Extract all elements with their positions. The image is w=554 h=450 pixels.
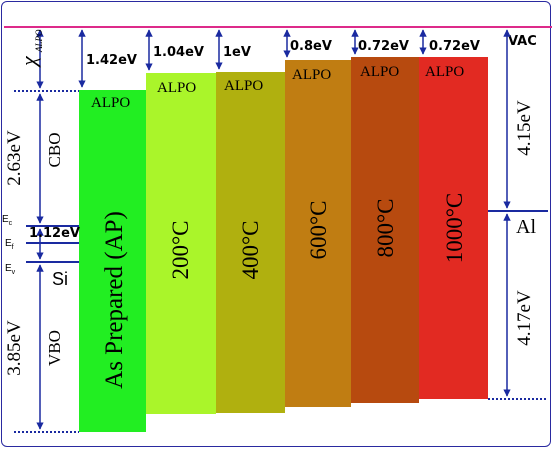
alpo-label-800c: ALPO	[360, 64, 399, 80]
offset-label-400c: 1eV	[223, 45, 251, 60]
alpo-label-600c: ALPO	[292, 67, 331, 83]
band-800c	[351, 57, 419, 403]
al-lower-value: 4.17eV	[514, 290, 535, 346]
offset-label-200c: 1.04eV	[153, 45, 204, 60]
sample-name-1000c: 1000°C	[442, 193, 467, 264]
alpo-label-200c: ALPO	[157, 80, 196, 96]
ec-label: Ec	[2, 214, 13, 227]
band-600c	[285, 60, 351, 407]
offset-label-600c: 0.8eV	[290, 39, 332, 54]
cbo-value-label: 2.63eV	[4, 130, 25, 186]
sample-name-400c: 400°C	[238, 220, 263, 279]
chi-symbol: χ	[16, 55, 41, 68]
chi-label: χ ALPO	[16, 29, 44, 68]
sample-name-ap: As Prepared (AP)	[101, 211, 128, 389]
offset-label-800c: 0.72eV	[358, 39, 409, 54]
vbo-label: VBO	[45, 330, 64, 366]
band-400c	[216, 72, 285, 413]
sample-name-200c: 200°C	[168, 220, 193, 279]
gap-value-label: 1.12eV	[29, 226, 80, 241]
sample-name-800c: 800°C	[373, 198, 398, 257]
alpo-label-ap: ALPO	[91, 95, 130, 111]
ef-label: Ef	[5, 238, 14, 251]
vbo-value-label: 3.85eV	[4, 320, 25, 376]
cbo-label: CBO	[45, 133, 64, 168]
ev-label: Ev	[5, 263, 16, 276]
alpo-label-1000c: ALPO	[425, 64, 464, 80]
alpo-label-400c: ALPO	[224, 78, 263, 94]
band-ap	[79, 90, 146, 432]
chi-subscript: ALPO	[34, 29, 44, 53]
band-1000c	[419, 57, 488, 399]
al-upper-value: 4.15eV	[514, 100, 535, 156]
al-label: Al	[516, 216, 536, 238]
sample-name-600c: 600°C	[306, 200, 331, 259]
offset-label-1000c: 0.72eV	[429, 39, 480, 54]
vac-label: VAC	[508, 34, 537, 49]
band-200c	[146, 73, 216, 414]
si-label: Si	[52, 269, 68, 289]
alpo-bands	[79, 57, 488, 432]
offset-label-ap: 1.42eV	[86, 53, 137, 68]
